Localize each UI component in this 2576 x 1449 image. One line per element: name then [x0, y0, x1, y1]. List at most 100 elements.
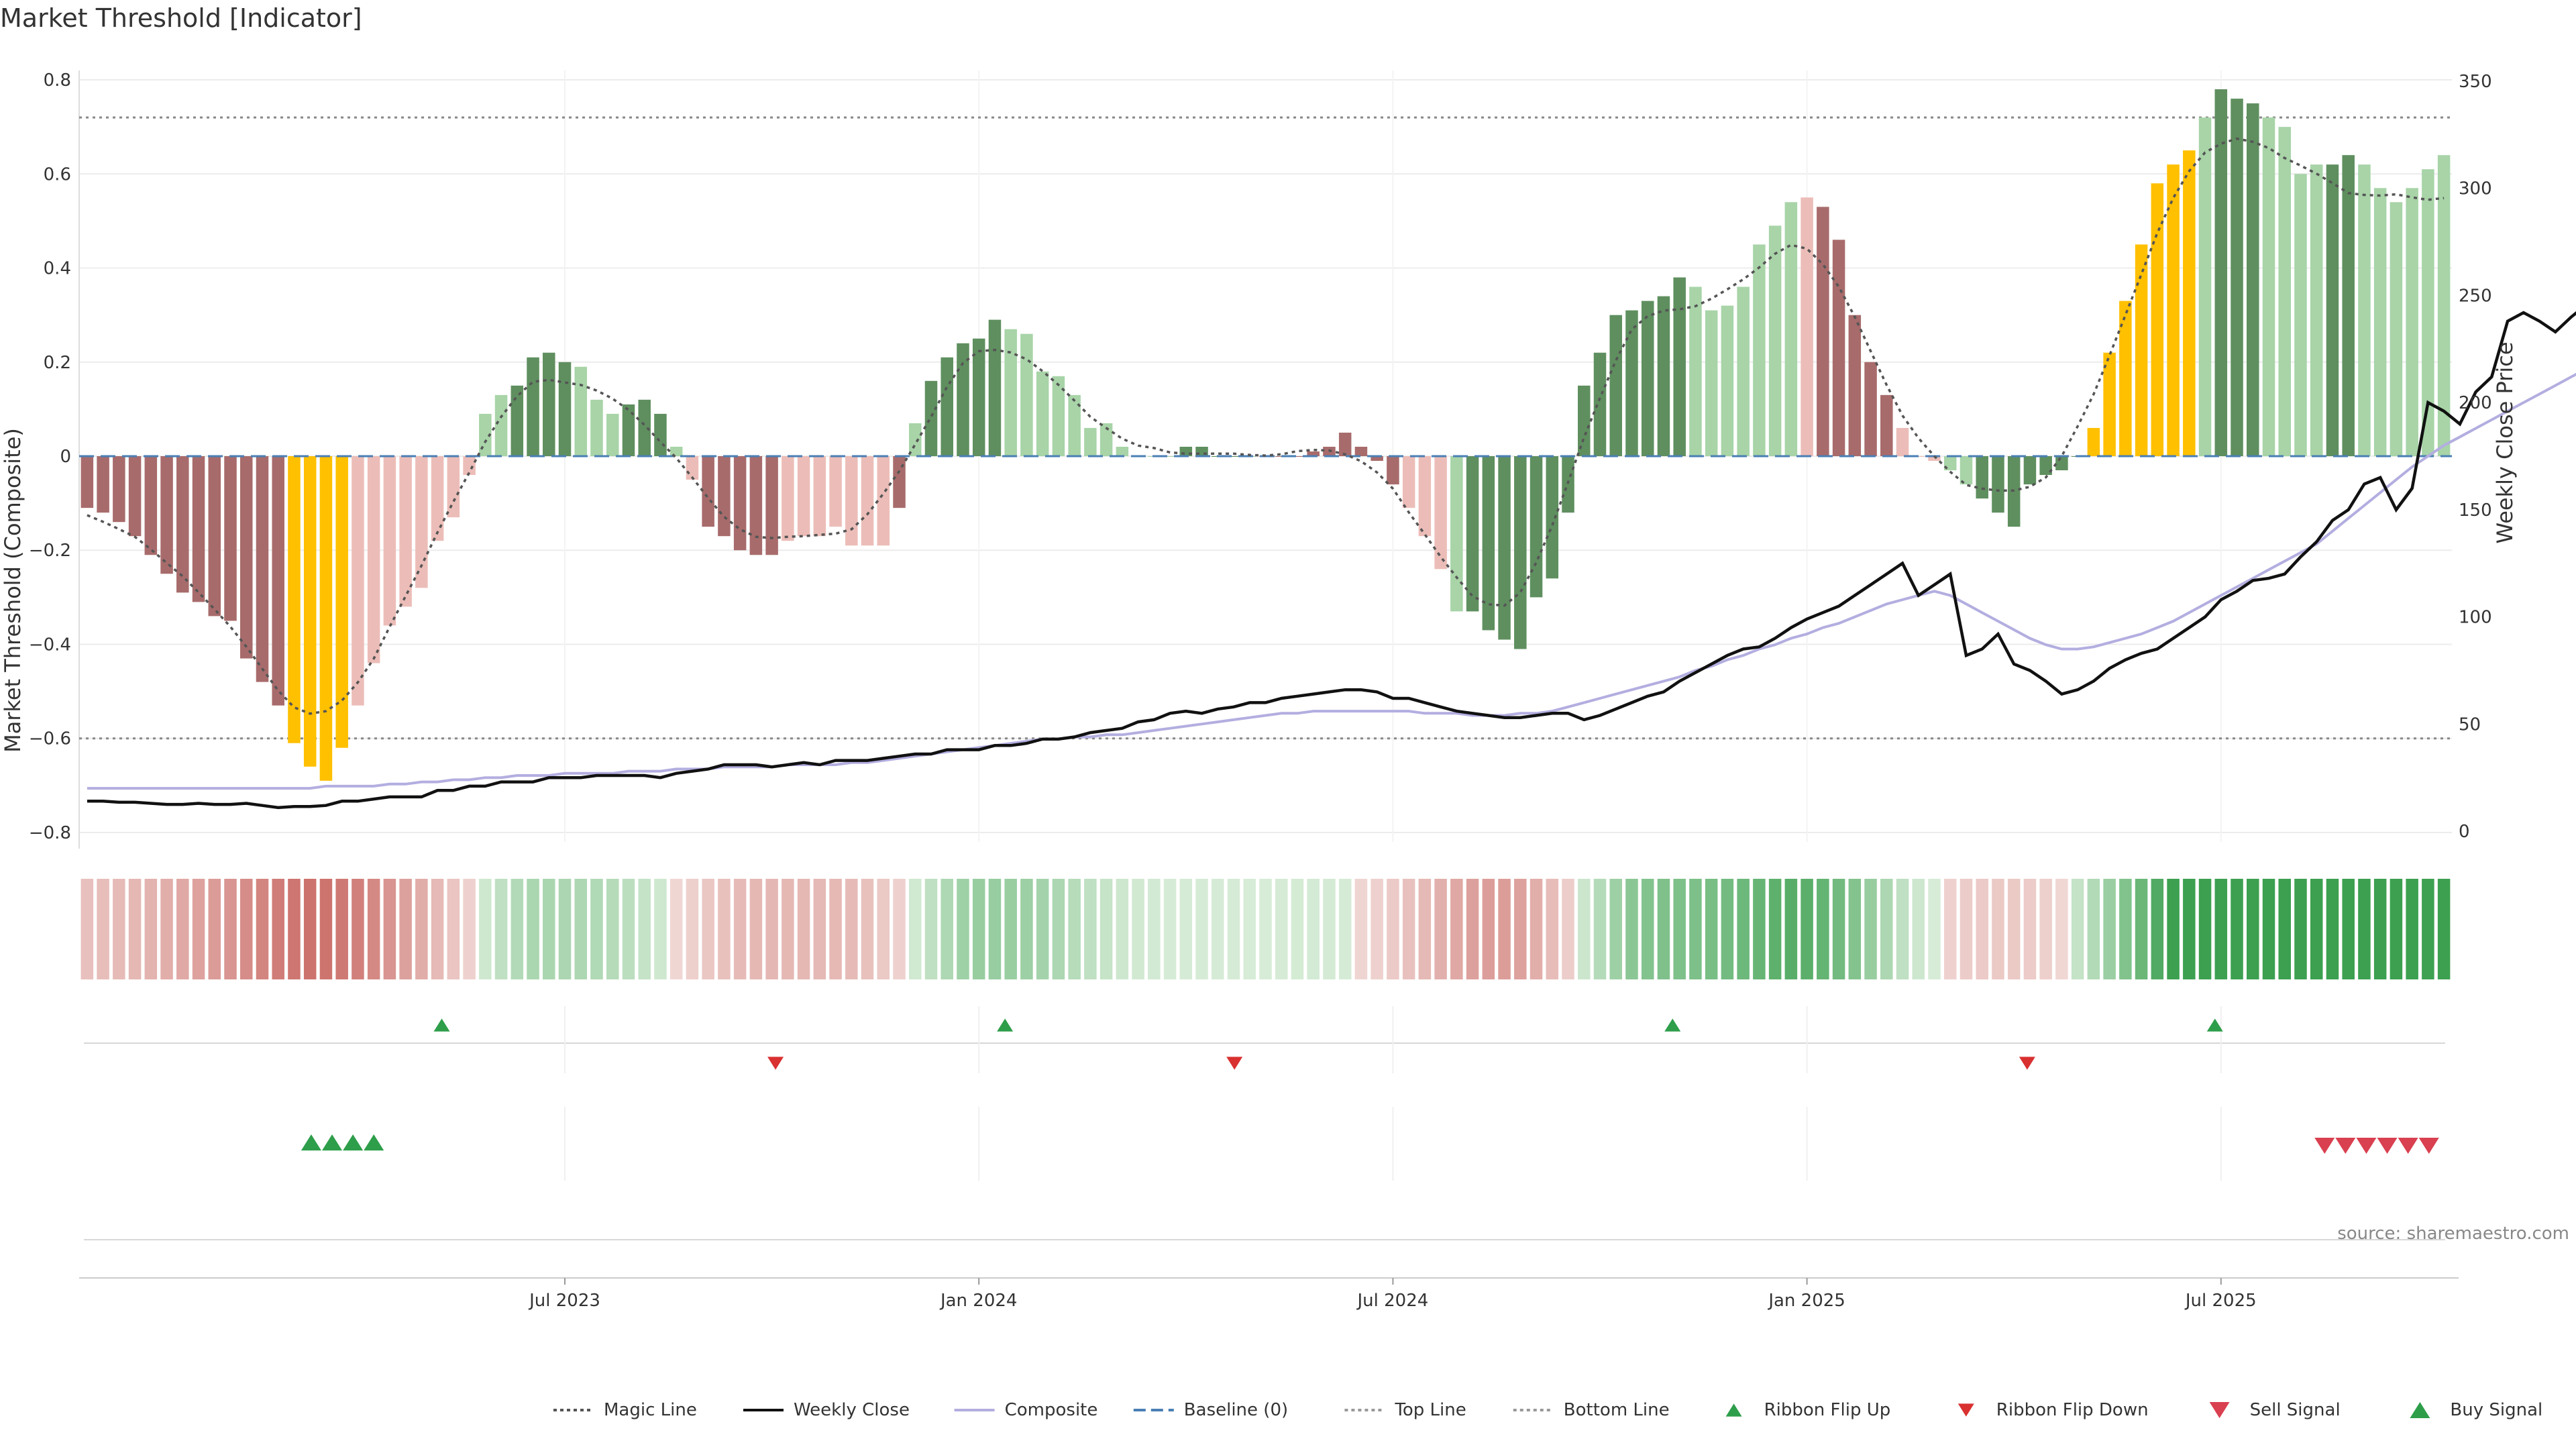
ribbon-cell [1896, 879, 1909, 979]
ribbon-cell [1020, 879, 1033, 979]
sell-signal-marker [2356, 1138, 2377, 1154]
sell-signal-marker [2418, 1138, 2439, 1154]
bar [733, 456, 747, 551]
bar [1020, 333, 1033, 456]
bar [399, 456, 412, 607]
ribbon-cell [1562, 879, 1574, 979]
bar [988, 319, 1002, 456]
bar [2294, 174, 2307, 456]
ribbon-cell [558, 879, 572, 979]
bar [590, 399, 603, 456]
bar [1960, 456, 1973, 485]
bar [2358, 164, 2371, 456]
bar [1450, 456, 1463, 612]
ribbon-cell [543, 879, 555, 979]
bar [2278, 127, 2292, 456]
bar [1514, 456, 1527, 649]
bar [1689, 286, 1702, 456]
bar [1036, 371, 1049, 456]
ribbon-cell [733, 879, 747, 979]
ribbon-cell [1179, 879, 1193, 979]
ribbon-cell [972, 879, 985, 979]
ribbon-cell [1721, 879, 1734, 979]
bar [2247, 103, 2259, 456]
buy-signal-marker [322, 1134, 343, 1150]
bar [686, 456, 699, 480]
bar [972, 338, 985, 456]
ribbon-cell [303, 879, 317, 979]
bar [303, 456, 317, 767]
bar [782, 456, 794, 541]
ribbon-cell [574, 879, 588, 979]
bar [160, 456, 173, 574]
ribbon-cell [1291, 879, 1304, 979]
ribbon-flip-up-marker [1664, 1018, 1681, 1032]
y-axis-right: 0 50 100 150 200 250 300 350 [2459, 72, 2492, 842]
ribbon-cell [1148, 879, 1161, 979]
bar [718, 456, 731, 537]
ribbon-cell [239, 879, 253, 979]
bar [128, 456, 142, 537]
legend-label: Ribbon Flip Down [1996, 1400, 2149, 1420]
buy-signal-marker [343, 1134, 364, 1150]
magic-line [87, 137, 2445, 715]
bar [2055, 456, 2068, 471]
y2-tick-label: 0 [2459, 822, 2470, 842]
bar [1705, 310, 1718, 456]
composite-line [87, 372, 2576, 790]
ribbon-cell [1004, 879, 1017, 979]
ribbon-cell [97, 879, 109, 979]
legend-label: Top Line [1394, 1400, 1466, 1420]
ribbon-cell [2310, 879, 2323, 979]
bar [2342, 155, 2355, 456]
bar [1641, 301, 1654, 456]
ribbon-cell [2278, 879, 2292, 979]
ribbon-cell [128, 879, 142, 979]
sell-signal-marker [2335, 1138, 2356, 1154]
ribbon-cell [2119, 879, 2132, 979]
bar [2406, 188, 2418, 456]
bar [192, 456, 205, 602]
bar [2135, 244, 2148, 456]
bar [765, 456, 778, 555]
bar [606, 413, 619, 456]
ribbon-cell [797, 879, 810, 979]
y-tick-label: 0.6 [44, 164, 71, 184]
ribbon-cell [1514, 879, 1527, 979]
ribbon-cell [2167, 879, 2180, 979]
ribbon-cell [669, 879, 683, 979]
ribbon-cell [1912, 879, 1925, 979]
ribbon-cell [1578, 879, 1591, 979]
bar [1466, 456, 1479, 612]
bar [494, 394, 508, 456]
bar [861, 456, 874, 546]
bar [527, 357, 539, 456]
ribbon-cell [1784, 879, 1798, 979]
bar [1737, 286, 1750, 456]
sell-signal-marker [2314, 1138, 2335, 1154]
ribbon-cell [224, 879, 237, 979]
ribbon-cell [2422, 879, 2434, 979]
ribbon-cell [2198, 879, 2212, 979]
ribbon-cell [415, 879, 428, 979]
legend-label: Bottom Line [1564, 1400, 1670, 1420]
bar [113, 456, 125, 523]
ribbon-cell [479, 879, 492, 979]
bar [272, 456, 284, 706]
ribbon-cell [1943, 879, 1957, 979]
ribbon-cell [2103, 879, 2116, 979]
bar [239, 456, 253, 659]
ribbon-flip-down-marker [2019, 1057, 2035, 1070]
ribbon-cell [2039, 879, 2052, 979]
bar [288, 456, 301, 743]
bar [1291, 456, 1304, 457]
ribbon-cell [1609, 879, 1622, 979]
legend: Magic Line Weekly Close Composite Baseline … [553, 1400, 2542, 1420]
x-tick-label: Jul 2025 [2184, 1291, 2257, 1311]
sell-signal-marker [2377, 1138, 2398, 1154]
ribbon-cell [2294, 879, 2307, 979]
bar [1227, 456, 1240, 457]
bar [1052, 376, 1065, 456]
ribbon-cell [686, 879, 699, 979]
ribbon-cell [1195, 879, 1208, 979]
